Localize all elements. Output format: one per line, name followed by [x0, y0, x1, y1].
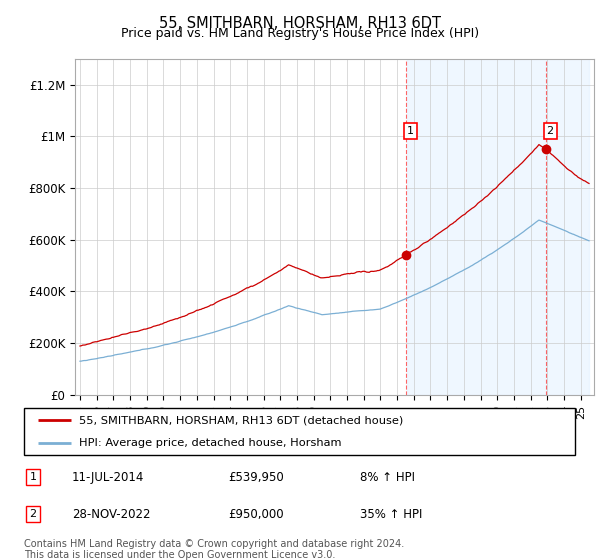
- Text: Price paid vs. HM Land Registry's House Price Index (HPI): Price paid vs. HM Land Registry's House …: [121, 27, 479, 40]
- Text: 55, SMITHBARN, HORSHAM, RH13 6DT: 55, SMITHBARN, HORSHAM, RH13 6DT: [159, 16, 441, 31]
- Text: 1: 1: [29, 472, 37, 482]
- Text: £539,950: £539,950: [228, 470, 284, 484]
- Text: 11-JUL-2014: 11-JUL-2014: [72, 470, 145, 484]
- Text: 1: 1: [407, 126, 414, 136]
- FancyBboxPatch shape: [24, 408, 575, 455]
- Text: Contains HM Land Registry data © Crown copyright and database right 2024.
This d: Contains HM Land Registry data © Crown c…: [24, 539, 404, 560]
- Text: 28-NOV-2022: 28-NOV-2022: [72, 507, 151, 521]
- Text: HPI: Average price, detached house, Horsham: HPI: Average price, detached house, Hors…: [79, 438, 342, 448]
- Text: 8% ↑ HPI: 8% ↑ HPI: [360, 470, 415, 484]
- Text: 35% ↑ HPI: 35% ↑ HPI: [360, 507, 422, 521]
- Text: 2: 2: [547, 126, 554, 136]
- Text: £950,000: £950,000: [228, 507, 284, 521]
- Text: 2: 2: [29, 509, 37, 519]
- Text: 55, SMITHBARN, HORSHAM, RH13 6DT (detached house): 55, SMITHBARN, HORSHAM, RH13 6DT (detach…: [79, 416, 403, 426]
